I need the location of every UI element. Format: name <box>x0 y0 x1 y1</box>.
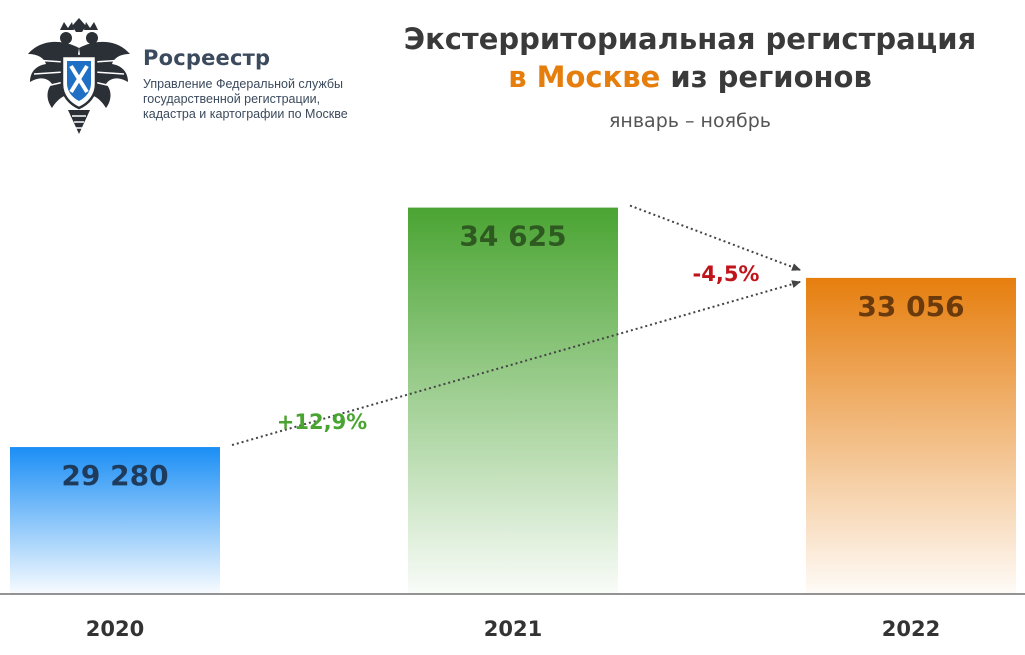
value-label-2022: 33 056 <box>857 290 964 323</box>
change-arrow-2020-2022 <box>231 280 801 447</box>
x-tick-label-2020: 2020 <box>86 617 144 641</box>
value-label-2020: 29 280 <box>61 459 168 492</box>
brand-description: Управление Федеральной службы государств… <box>143 77 373 122</box>
chart-title: Экстерриториальная регистрация в Москве … <box>380 20 1000 96</box>
chart-subtitle: январь – ноябрь <box>609 110 771 132</box>
chart-title-rest: из регионов <box>660 60 872 94</box>
brand-desc-line: государственной регистрации, <box>143 92 321 106</box>
brand-desc-line: Управление Федеральной службы <box>143 77 343 91</box>
value-label-2021: 34 625 <box>459 220 566 253</box>
chart-title-line1: Экстерриториальная регистрация <box>403 22 977 56</box>
chart-title-line2: в Москве из регионов <box>380 58 1000 96</box>
brand-name: Росреестр <box>143 46 271 70</box>
bar-2020 <box>10 447 220 594</box>
chart-title-accent: в Москве <box>508 60 661 94</box>
change-label-2021-2022: -4,5% <box>693 262 760 286</box>
brand-desc-line: кадастра и картографии по Москве <box>143 107 348 121</box>
change-label-2020-2022: +12,9% <box>277 410 367 434</box>
rosreestr-emblem-icon <box>28 18 130 134</box>
bar-2022 <box>806 277 1016 594</box>
brand-block: Росреестр Управление Федеральной службы … <box>143 46 373 122</box>
change-arrow-2021-2022 <box>629 204 801 271</box>
x-tick-label-2021: 2021 <box>484 617 542 641</box>
bar-2021 <box>408 207 618 594</box>
x-tick-label-2022: 2022 <box>882 617 940 641</box>
